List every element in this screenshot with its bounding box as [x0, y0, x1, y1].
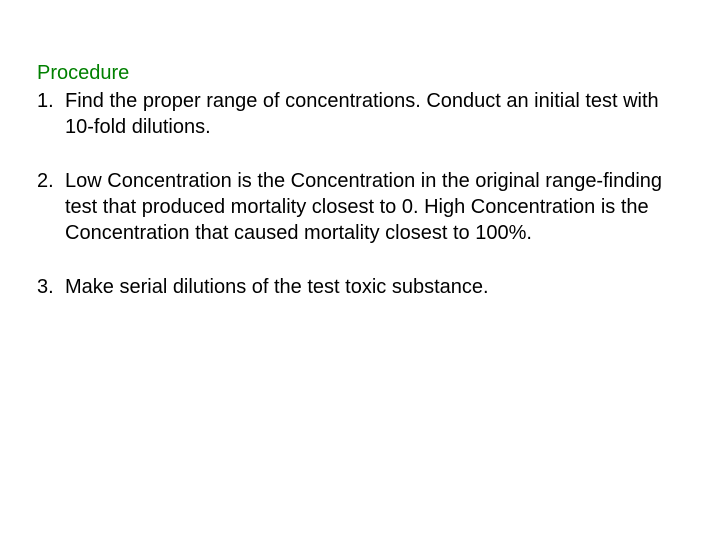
list-text-3: Make serial dilutions of the test toxic … — [65, 274, 675, 300]
list-item: 3. Make serial dilutions of the test tox… — [37, 274, 675, 300]
list-number-3: 3. — [37, 274, 65, 300]
procedure-heading: Procedure — [37, 60, 675, 86]
list-item: 2. Low Concentration is the Concentratio… — [37, 168, 675, 246]
list-text-1: Find the proper range of concentrations.… — [65, 88, 675, 140]
list-item: 1. Find the proper range of concentratio… — [37, 88, 675, 140]
list-number-2: 2. — [37, 168, 65, 246]
list-text-2: Low Concentration is the Concentration i… — [65, 168, 675, 246]
list-number-1: 1. — [37, 88, 65, 140]
